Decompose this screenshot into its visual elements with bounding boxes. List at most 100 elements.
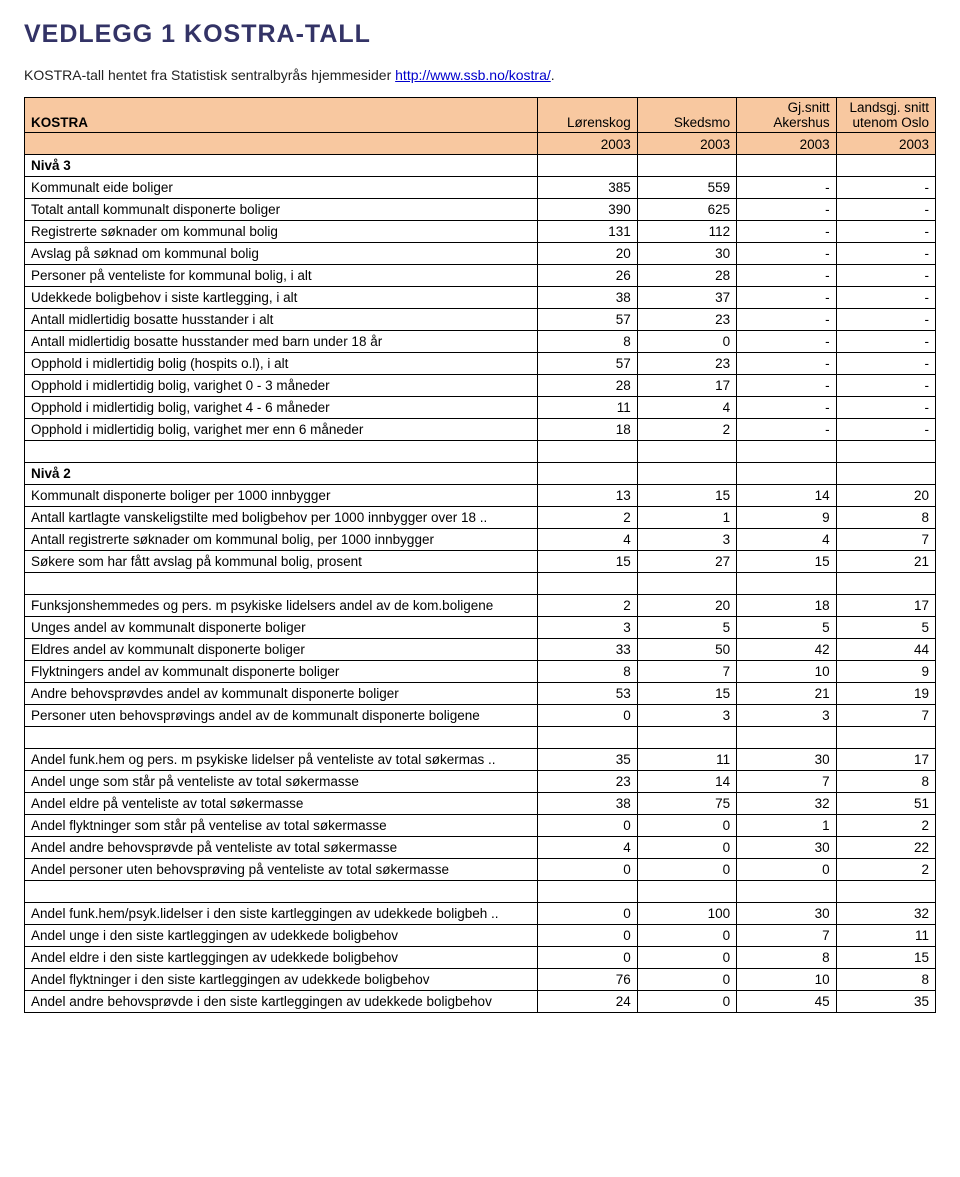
- blank: [637, 155, 736, 177]
- blank-row: [25, 881, 936, 903]
- niva3-header: Nivå 3: [25, 155, 936, 177]
- niva2-row: Andel eldre i den siste kartleggingen av…: [25, 947, 936, 969]
- row-label: Andel funk.hem og pers. m psykiske lidel…: [25, 749, 538, 771]
- row-value: 3: [538, 617, 638, 639]
- blank-cell: [538, 441, 638, 463]
- row-value: 57: [538, 353, 638, 375]
- row-value: -: [836, 419, 935, 441]
- row-value: 9: [737, 507, 836, 529]
- row-value: 32: [737, 793, 836, 815]
- row-value: 8: [836, 969, 935, 991]
- row-value: 8: [836, 771, 935, 793]
- niva2-row: Søkere som har fått avslag på kommunal b…: [25, 551, 936, 573]
- blank-cell: [737, 441, 836, 463]
- row-value: 8: [538, 661, 638, 683]
- row-value: 21: [737, 683, 836, 705]
- row-value: 51: [836, 793, 935, 815]
- row-value: -: [836, 309, 935, 331]
- row-value: 8: [538, 331, 638, 353]
- row-value: -: [836, 243, 935, 265]
- row-value: 2: [836, 859, 935, 881]
- intro-prefix: KOSTRA-tall hentet fra Statistisk sentra…: [24, 67, 395, 83]
- row-value: -: [737, 353, 836, 375]
- source-link[interactable]: http://www.ssb.no/kostra/: [395, 67, 551, 83]
- row-value: 22: [836, 837, 935, 859]
- row-label: Andel unge i den siste kartleggingen av …: [25, 925, 538, 947]
- row-value: 30: [737, 903, 836, 925]
- niva3-row: Opphold i midlertidig bolig, varighet 4 …: [25, 397, 936, 419]
- niva2-row: Eldres andel av kommunalt disponerte bol…: [25, 639, 936, 661]
- row-label: Opphold i midlertidig bolig, varighet me…: [25, 419, 538, 441]
- row-value: 21: [836, 551, 935, 573]
- row-value: 0: [538, 705, 638, 727]
- row-value: 30: [737, 837, 836, 859]
- row-value: 28: [538, 375, 638, 397]
- blank-cell: [637, 441, 736, 463]
- row-value: 27: [637, 551, 736, 573]
- row-value: 559: [637, 177, 736, 199]
- row-value: -: [737, 221, 836, 243]
- row-value: 10: [737, 969, 836, 991]
- row-value: -: [836, 397, 935, 419]
- niva2-row: Andel eldre på venteliste av total søker…: [25, 793, 936, 815]
- row-value: 0: [538, 815, 638, 837]
- row-value: -: [737, 331, 836, 353]
- blank: [538, 463, 638, 485]
- row-label: Andel funk.hem/psyk.lidelser i den siste…: [25, 903, 538, 925]
- niva3-row: Totalt antall kommunalt disponerte bolig…: [25, 199, 936, 221]
- row-label: Søkere som har fått avslag på kommunal b…: [25, 551, 538, 573]
- row-label: Kommunalt eide boliger: [25, 177, 538, 199]
- row-value: 0: [637, 925, 736, 947]
- row-value: 2: [538, 595, 638, 617]
- blank-cell: [836, 441, 935, 463]
- niva3-row: Antall midlertidig bosatte husstander i …: [25, 309, 936, 331]
- row-value: -: [737, 287, 836, 309]
- row-value: 131: [538, 221, 638, 243]
- row-value: 11: [836, 925, 935, 947]
- blank-cell: [737, 727, 836, 749]
- row-label: Opphold i midlertidig bolig, varighet 4 …: [25, 397, 538, 419]
- row-value: 75: [637, 793, 736, 815]
- niva3-row: Udekkede boligbehov i siste kartlegging,…: [25, 287, 936, 309]
- niva2-row: Andel funk.hem/psyk.lidelser i den siste…: [25, 903, 936, 925]
- row-label: Kommunalt disponerte boliger per 1000 in…: [25, 485, 538, 507]
- row-value: 38: [538, 287, 638, 309]
- niva3-row: Personer på venteliste for kommunal boli…: [25, 265, 936, 287]
- blank-cell: [538, 573, 638, 595]
- row-label: Personer uten behovsprøvings andel av de…: [25, 705, 538, 727]
- row-value: 385: [538, 177, 638, 199]
- row-value: 2: [836, 815, 935, 837]
- intro-suffix: .: [551, 67, 555, 83]
- blank-cell: [637, 881, 736, 903]
- row-label: Opphold i midlertidig bolig, varighet 0 …: [25, 375, 538, 397]
- row-label: Udekkede boligbehov i siste kartlegging,…: [25, 287, 538, 309]
- row-value: 17: [637, 375, 736, 397]
- row-value: 14: [637, 771, 736, 793]
- niva2-row: Andel unge som står på venteliste av tot…: [25, 771, 936, 793]
- niva2-row: Antall kartlagte vanskeligstilte med bol…: [25, 507, 936, 529]
- row-value: 15: [836, 947, 935, 969]
- blank-cell: [25, 573, 538, 595]
- row-value: 7: [637, 661, 736, 683]
- niva3-row: Opphold i midlertidig bolig, varighet me…: [25, 419, 936, 441]
- page-title: VEDLEGG 1 KOSTRA-TALL: [24, 20, 936, 49]
- row-label: Andel unge som står på venteliste av tot…: [25, 771, 538, 793]
- row-value: 23: [538, 771, 638, 793]
- row-value: -: [737, 397, 836, 419]
- year-row: 2003200320032003: [25, 133, 936, 155]
- row-value: 20: [538, 243, 638, 265]
- row-label: Antall midlertidig bosatte husstander i …: [25, 309, 538, 331]
- row-label: Funksjonshemmedes og pers. m psykiske li…: [25, 595, 538, 617]
- niva2-row: Andel personer uten behovsprøving på ven…: [25, 859, 936, 881]
- row-value: 23: [637, 309, 736, 331]
- row-value: 3: [637, 529, 736, 551]
- year-3: 2003: [737, 133, 836, 155]
- row-value: -: [836, 265, 935, 287]
- row-value: 0: [637, 859, 736, 881]
- niva3-row: Opphold i midlertidig bolig, varighet 0 …: [25, 375, 936, 397]
- niva2-row: Personer uten behovsprøvings andel av de…: [25, 705, 936, 727]
- row-value: 2: [637, 419, 736, 441]
- niva3-row: Kommunalt eide boliger385559--: [25, 177, 936, 199]
- row-value: 4: [637, 397, 736, 419]
- blank-cell: [25, 881, 538, 903]
